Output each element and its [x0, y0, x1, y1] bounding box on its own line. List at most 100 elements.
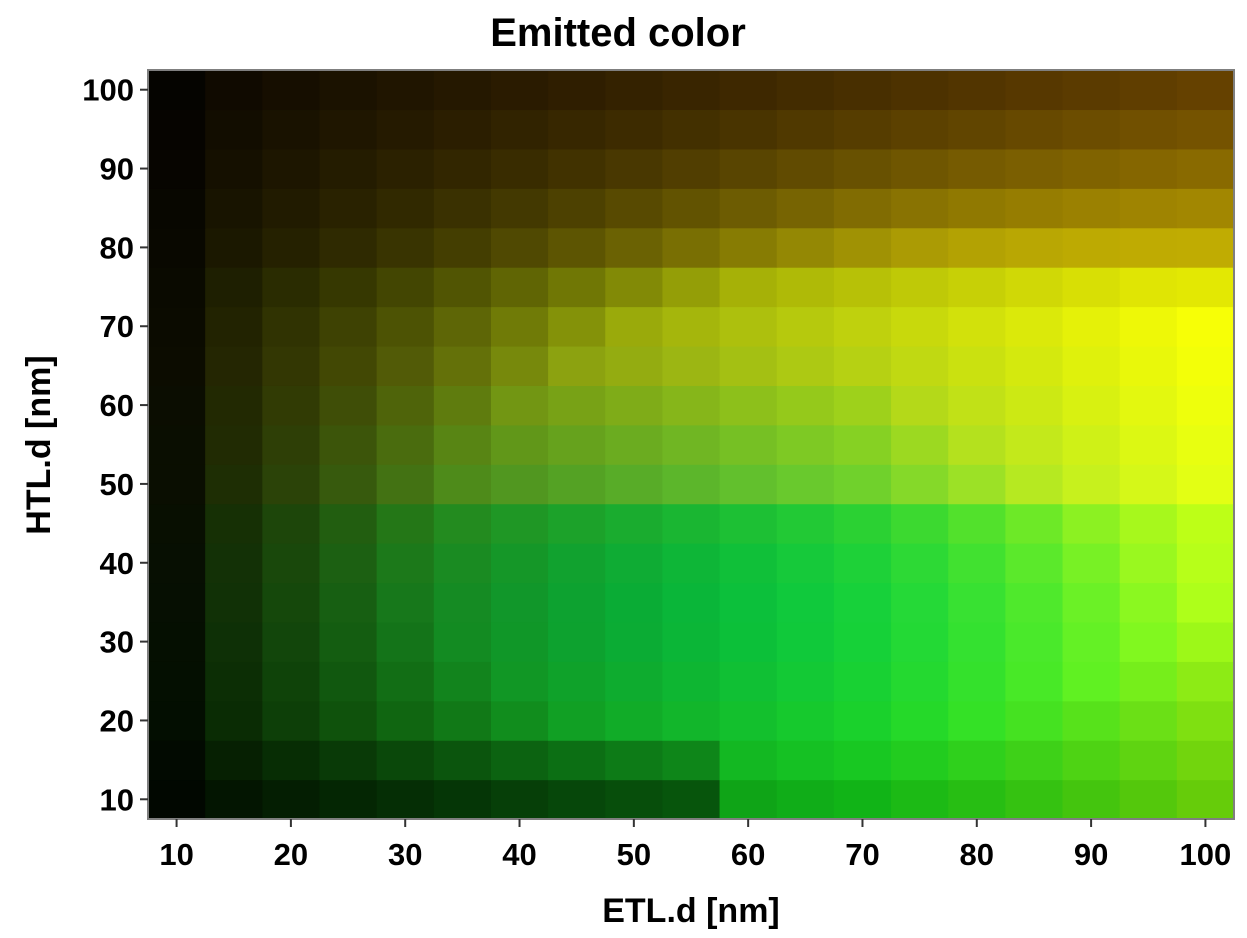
heatmap-cell: [719, 148, 778, 189]
heatmap-cell: [1062, 740, 1121, 781]
heatmap-cell: [148, 543, 206, 584]
heatmap-cell: [548, 109, 606, 150]
heatmap-cell: [1062, 543, 1121, 584]
y-axis: 10 20 30 40 50 60 70 80 90 100: [82, 73, 148, 817]
heatmap-cell: [205, 345, 263, 386]
heatmap-cell: [1119, 306, 1178, 347]
heatmap-cell: [319, 700, 378, 741]
y-tick-label: 50: [100, 467, 134, 502]
heatmap-cell: [1005, 700, 1064, 741]
heatmap-cell: [433, 306, 492, 347]
heatmap-cell: [319, 385, 378, 426]
heatmap-cell: [376, 779, 435, 820]
heatmap-cell: [948, 188, 1006, 229]
y-tick-label: 40: [100, 546, 134, 581]
x-tick-label: 30: [388, 837, 422, 872]
x-tick-label: 10: [159, 837, 193, 872]
heatmap-cell: [605, 148, 664, 189]
heatmap-cell: [148, 503, 206, 544]
heatmap-cell: [490, 543, 549, 584]
y-tick-label: 10: [100, 782, 134, 817]
heatmap-cell: [1005, 779, 1064, 820]
heatmap-cell: [148, 385, 206, 426]
heatmap-cell: [1119, 464, 1178, 505]
heatmap-cell: [719, 621, 778, 662]
heatmap-cell: [719, 700, 778, 741]
heatmap-cell: [948, 543, 1006, 584]
heatmap-cell: [548, 543, 606, 584]
heatmap-cell: [605, 464, 664, 505]
heatmap-cell: [605, 700, 664, 741]
heatmap-cell: [833, 227, 892, 268]
heatmap-cell: [776, 503, 835, 544]
heatmap-cell: [548, 779, 606, 820]
heatmap-cell: [548, 306, 606, 347]
x-axis: 10 20 30 40 50 60 70 80 90 100: [159, 819, 1231, 872]
heatmap-cell: [548, 345, 606, 386]
heatmap-cell: [262, 621, 321, 662]
y-axis-label: HTL.d [nm]: [20, 355, 58, 534]
heatmap-cell: [891, 503, 949, 544]
heatmap-cell: [891, 109, 949, 150]
heatmap-cell: [319, 109, 378, 150]
heatmap-cell: [605, 227, 664, 268]
heatmap-cell: [548, 582, 606, 623]
heatmap-cell: [1119, 779, 1178, 820]
heatmap-cell: [776, 700, 835, 741]
heatmap-cell: [662, 700, 721, 741]
heatmap-cell: [319, 503, 378, 544]
heatmap-cell: [1005, 424, 1064, 465]
heatmap-cell: [148, 109, 206, 150]
heatmap-cell: [776, 148, 835, 189]
heatmap-cell: [662, 582, 721, 623]
heatmap-cell: [433, 148, 492, 189]
heatmap-cell: [1062, 385, 1121, 426]
heatmap-cell: [319, 582, 378, 623]
heatmap-cell: [1062, 621, 1121, 662]
heatmap-cell: [148, 188, 206, 229]
heatmap-cell: [376, 188, 435, 229]
heatmap-cell: [605, 503, 664, 544]
heatmap-cell: [776, 267, 835, 308]
heatmap-cell: [262, 740, 321, 781]
heatmap-cell: [833, 267, 892, 308]
heatmap-cell: [948, 779, 1006, 820]
heatmap-cell: [833, 700, 892, 741]
y-tick-label: 80: [100, 230, 134, 265]
heatmap-cell: [891, 227, 949, 268]
heatmap-cell: [719, 779, 778, 820]
heatmap-cell: [262, 779, 321, 820]
heatmap-cell: [1176, 740, 1235, 781]
heatmap-cell: [948, 267, 1006, 308]
heatmap-cell: [1005, 70, 1064, 111]
heatmap-cell: [891, 148, 949, 189]
heatmap-cell: [1176, 503, 1235, 544]
heatmap-cell: [833, 740, 892, 781]
heatmap-cell: [605, 306, 664, 347]
heatmap-cell: [1005, 109, 1064, 150]
heatmap-cell: [1119, 661, 1178, 702]
heatmap-cell: [548, 385, 606, 426]
heatmap-cell: [490, 227, 549, 268]
heatmap-cell: [1176, 661, 1235, 702]
heatmap-cell: [662, 188, 721, 229]
heatmap-cell: [1062, 109, 1121, 150]
heatmap-cell: [1062, 267, 1121, 308]
heatmap-cell: [319, 267, 378, 308]
heatmap-cell: [1176, 345, 1235, 386]
heatmap-cell: [662, 779, 721, 820]
heatmap-cell: [1062, 661, 1121, 702]
heatmap-cell: [548, 464, 606, 505]
heatmap-cell: [776, 227, 835, 268]
heatmap-cell: [490, 424, 549, 465]
heatmap-cell: [719, 109, 778, 150]
heatmap-cell: [319, 740, 378, 781]
heatmap-cell: [433, 503, 492, 544]
heatmap-cell: [776, 385, 835, 426]
heatmap-cell: [776, 424, 835, 465]
heatmap-cell: [548, 267, 606, 308]
heatmap-cell: [262, 267, 321, 308]
heatmap-cell: [548, 188, 606, 229]
heatmap-cell: [376, 345, 435, 386]
heatmap-cell: [548, 700, 606, 741]
